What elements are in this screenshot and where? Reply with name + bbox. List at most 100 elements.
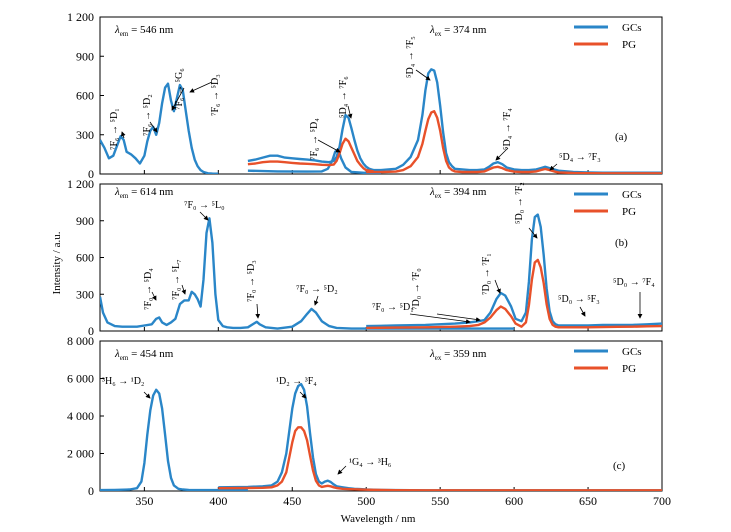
annotation-arrow xyxy=(317,139,341,153)
transition-label: ⁵D₄ → ⁷F₄ xyxy=(502,108,513,150)
annotation-arrow xyxy=(171,87,185,111)
series-line-pg xyxy=(218,426,662,491)
y-tick-label: 600 xyxy=(76,251,94,265)
annotation-arrow xyxy=(436,313,481,322)
panel-1: 0 300 600 900 1 200 λem = 614 nm λex = 394 nm (… xyxy=(67,177,663,338)
series-line-pg xyxy=(247,137,374,173)
series-line-gcs xyxy=(366,213,662,328)
y-tick-label: 900 xyxy=(76,214,94,228)
transition-label: ⁵D₀ → ⁷F₂ xyxy=(514,182,525,224)
y-tick-label: 1 200 xyxy=(67,177,94,191)
annotation-arrow xyxy=(143,391,151,399)
annotation-arrow xyxy=(313,295,319,306)
legend-label-pg: PG xyxy=(622,206,636,218)
lambda-ex-label: λex = 374 nm xyxy=(429,24,487,38)
plot-frame xyxy=(99,340,663,492)
transition-label: ⁷D₀ → ⁷F₁ xyxy=(481,253,492,295)
y-tick-label: 0 xyxy=(88,167,94,181)
transition-label: ⁷F₀ → ⁵L₇ xyxy=(171,259,182,300)
transition-label: ⁷D₀ → ⁷F₀ xyxy=(411,268,422,310)
panel-label: (c) xyxy=(613,460,626,472)
annotation-arrow xyxy=(189,81,213,93)
panel-0: 0 300 600 900 1 200 λem = 546 nm λex = 374 nm (… xyxy=(67,10,663,181)
annotation-arrow xyxy=(337,465,347,475)
lambda-em-label: λem = 454 nm xyxy=(114,348,174,362)
x-tick-label: 450 xyxy=(283,494,301,508)
y-tick-label: 900 xyxy=(76,49,94,63)
transition-label: ⁷F₆ → ⁵G₆ xyxy=(174,68,185,110)
annotation-arrow xyxy=(579,306,586,317)
annotation-arrow xyxy=(181,284,187,295)
y-tick-label: 6 000 xyxy=(67,372,94,386)
series-line-gcs xyxy=(247,113,374,172)
annotation-arrow xyxy=(528,227,538,239)
transition-label: ⁷F₀ → ⁵D₂ xyxy=(296,284,338,295)
x-tick-label: 600 xyxy=(505,494,523,508)
annotation-arrow xyxy=(255,303,261,319)
transition-label: ⁷F₆ → ⁵D₃ xyxy=(210,74,221,116)
annotation-arrow xyxy=(149,121,158,133)
annotation-arrow xyxy=(299,391,307,399)
y-tick-label: 0 xyxy=(88,484,94,498)
y-tick-label: 300 xyxy=(76,128,94,142)
series-line-pg xyxy=(366,258,662,330)
transition-label: ¹D₂ → ³F₄ xyxy=(276,376,317,387)
transition-label: ⁵D₄ → ⁷F₅ xyxy=(405,36,416,78)
annotation-arrow xyxy=(495,147,509,161)
transition-label: ⁷F₀ → ⁵L₀ xyxy=(184,200,225,211)
transition-label: ⁷F₆ → ⁵D₂ xyxy=(142,94,153,136)
y-axis-label: Intensity / a.u. xyxy=(51,231,63,294)
legend-label-gcs: GCs xyxy=(622,189,642,201)
transition-label: ⁵D₀ → ⁵F₃ xyxy=(558,294,600,305)
lambda-em-label: λem = 546 nm xyxy=(114,24,174,38)
legend-label-gcs: GCs xyxy=(622,22,642,34)
annotation-arrow xyxy=(409,313,471,324)
series-line-gcs xyxy=(100,82,219,174)
series-line-pg xyxy=(366,109,662,174)
x-tick-label: 550 xyxy=(431,494,449,508)
lambda-ex-label: λex = 394 nm xyxy=(429,186,487,200)
x-tick-label: 700 xyxy=(653,494,671,508)
y-tick-label: 1 200 xyxy=(67,10,94,24)
x-tick-label: 350 xyxy=(135,494,153,508)
x-tick-label: 650 xyxy=(579,494,597,508)
transition-label: ⁷F₀ → ⁵D₄ xyxy=(143,268,154,310)
legend-label-pg: PG xyxy=(622,39,636,51)
series-line-gcs xyxy=(100,388,248,491)
lambda-em-label: λem = 614 nm xyxy=(114,186,174,200)
x-tick-label: 500 xyxy=(357,494,375,508)
y-tick-label: 0 xyxy=(88,324,94,338)
annotation-arrow xyxy=(199,211,209,221)
transition-label: ⁷F₀ → ⁵D₁ xyxy=(372,302,414,313)
annotation-arrow xyxy=(494,279,501,294)
annotation-arrow xyxy=(549,163,558,171)
transition-label: ⁵D₄ → ⁷F₃ xyxy=(559,152,601,163)
y-tick-label: 4 000 xyxy=(67,409,94,423)
transition-label: ⁷F₆ → ⁵D₄ xyxy=(309,118,320,160)
y-tick-label: 300 xyxy=(76,287,94,301)
transition-label: ³H₆ → ¹D₂ xyxy=(102,376,144,387)
annotation-arrow xyxy=(120,131,126,139)
annotation-arrow xyxy=(415,69,431,81)
legend-label-pg: PG xyxy=(622,363,636,375)
annotation-arrow xyxy=(151,291,157,301)
transition-label: ⁵D₄ → ⁷F₆ xyxy=(338,76,349,118)
series-line-gcs xyxy=(247,147,382,174)
y-tick-label: 8 000 xyxy=(67,334,94,348)
transition-label: ⁷F₆ → ⁵D₁ xyxy=(109,108,120,150)
x-axis-label: Wavelength / nm xyxy=(341,513,416,525)
series-line-gcs xyxy=(366,68,662,174)
panel-2: 0 2 000 4 000 6 000 8 000 350 400 450 500 550 600 6… xyxy=(67,334,671,508)
annotation-arrow xyxy=(347,105,353,119)
legend-label-gcs: GCs xyxy=(622,346,642,358)
lambda-ex-label: λex = 359 nm xyxy=(429,348,487,362)
y-tick-label: 2 000 xyxy=(67,447,94,461)
panel-label: (a) xyxy=(615,131,628,143)
y-tick-label: 600 xyxy=(76,89,94,103)
transition-label: ⁵D₀ → ⁷F₄ xyxy=(613,277,655,288)
panel-label: (b) xyxy=(615,237,628,249)
transition-label: ⁷F₀ → ⁵D₃ xyxy=(246,260,257,302)
x-tick-label: 400 xyxy=(209,494,227,508)
transition-label: ¹G₄ → ³H₆ xyxy=(349,457,392,468)
